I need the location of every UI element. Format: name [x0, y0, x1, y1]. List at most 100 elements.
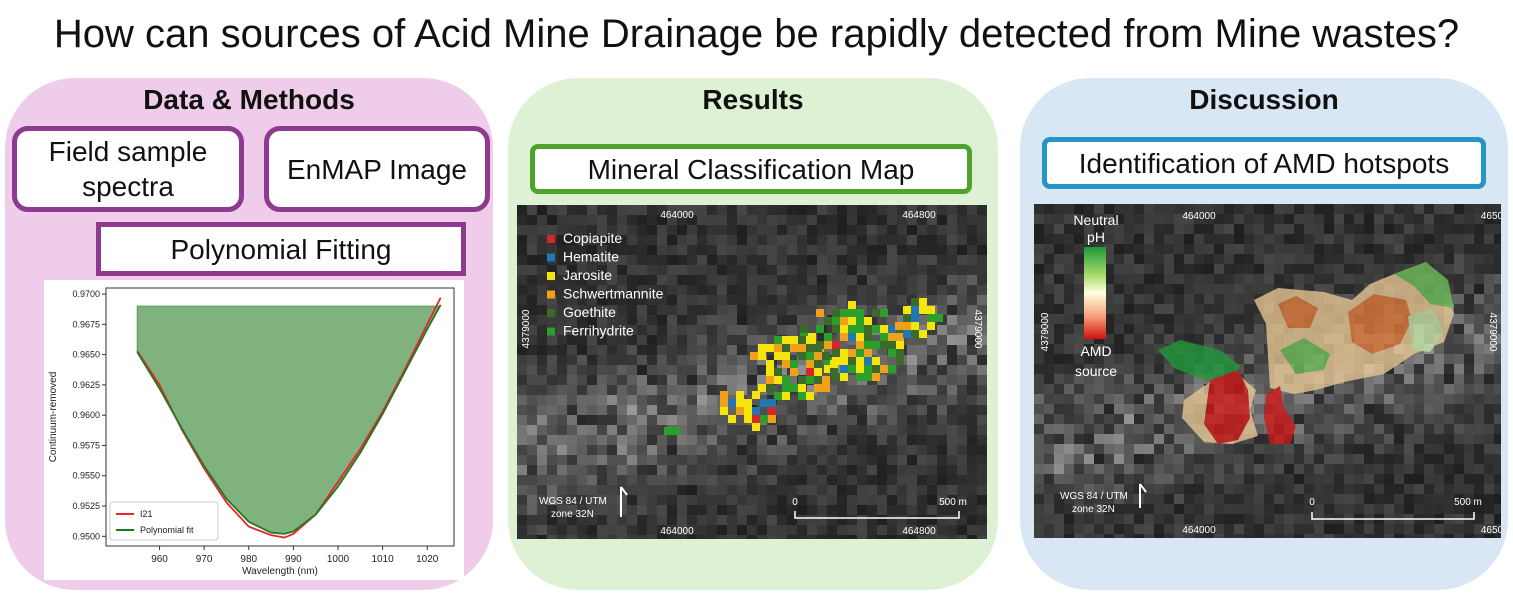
mineral-pixel [774, 368, 782, 376]
mineral-pixel [798, 336, 806, 344]
mineral-pixel [848, 357, 856, 365]
x-tick-label: 990 [285, 554, 302, 565]
mineral-pixel [720, 399, 728, 407]
mineral-pixel [903, 330, 911, 338]
north-arrow-icon [620, 486, 628, 517]
y-tick-label: 0.9675 [72, 319, 100, 329]
page-title: How can sources of Acid Mine Drainage be… [53, 12, 1460, 56]
legend-label: I21 [140, 509, 153, 519]
mineral-pixel [766, 368, 774, 376]
mineral-pixel [919, 330, 927, 338]
mineral-pixel [903, 306, 911, 314]
mineral-pixel [848, 365, 856, 373]
mineral-map: Copiapite Hematite Jarosite Schwertmannite G… [517, 205, 987, 545]
legend-label-schwertmannite: Schwertmannite [563, 286, 664, 302]
mineral-pixel [766, 384, 774, 392]
crs-line-2: zone 32N [551, 509, 594, 520]
mineral-pixel [758, 352, 766, 360]
mineral-pixel [896, 341, 904, 349]
side-tick-left: 4379000 [1040, 312, 1051, 351]
mineral-pixel [911, 330, 919, 338]
y-axis-label: Continuum-removed [48, 372, 59, 463]
mineral-pixel [768, 415, 776, 423]
scale-start: 0 [792, 497, 798, 508]
mineral-pixel [824, 357, 832, 365]
side-tick-left: 4379000 [521, 309, 532, 348]
mineral-pixel [782, 336, 790, 344]
mineral-pixel [888, 325, 896, 333]
legend-label: Polynomial fit [140, 525, 194, 535]
mineral-pixel [774, 376, 782, 384]
mineral-pixel [752, 415, 760, 423]
mineral-pixel [814, 376, 822, 384]
amd-hotspots-box: Identification of AMD hotspots [1042, 137, 1486, 189]
mineral-map-svg: Copiapite Hematite Jarosite Schwertmannite G… [517, 205, 987, 545]
mineral-pixel [880, 309, 888, 317]
x-tick-label: 1010 [371, 554, 394, 565]
mineral-pixel [752, 423, 760, 431]
mineral-pixel [864, 317, 872, 325]
mineral-pixel [848, 349, 856, 357]
mineral-pixel [856, 373, 864, 381]
scale-end: 500 m [939, 497, 967, 508]
mineral-pixel [903, 322, 911, 330]
mineral-pixel [744, 399, 752, 407]
mineral-pixel [768, 407, 776, 415]
mineral-pixel [798, 352, 806, 360]
mineral-pixel [872, 341, 880, 349]
y-tick-label: 0.9600 [72, 410, 100, 420]
spectra-chart-svg: 960 970 980 990 1000 1010 1020 0.9500 0.9525 0.95… [48, 287, 455, 577]
legend-label-goethite: Goethite [563, 304, 616, 320]
mineral-pixel [864, 333, 872, 341]
methods-heading: Data & Methods [143, 84, 355, 115]
mineral-pixel [832, 341, 840, 349]
mineral-pixel [872, 357, 880, 365]
mineral-pixel [880, 325, 888, 333]
mineral-pixel [856, 341, 864, 349]
mineral-pixel [720, 391, 728, 399]
neutral-zone-polygon [1408, 308, 1444, 352]
mineral-classification-map-box: Mineral Classification Map [530, 144, 972, 194]
field-sample-spectra-box: Field sample spectra [12, 126, 244, 212]
mineral-pixel [790, 368, 798, 376]
mineral-pixel [736, 391, 744, 399]
polynomial-fitting-box: Polynomial Fitting [96, 222, 466, 276]
fill-area [136, 304, 442, 535]
mineral-pixel [864, 365, 872, 373]
mineral-pixel [848, 333, 856, 341]
mineral-pixel [728, 415, 736, 423]
mineral-pixel [848, 325, 856, 333]
mineral-pixel [880, 365, 888, 373]
y-tick-label: 0.9625 [72, 380, 100, 390]
mineral-pixel [856, 357, 864, 365]
legend-swatch-schwertmannite [547, 290, 555, 299]
mineral-pixel [766, 360, 774, 368]
mineral-pixel [752, 407, 760, 415]
y-tick-label: 0.9525 [72, 501, 100, 511]
mineral-pixel [872, 373, 880, 381]
x-tick-label: 960 [151, 554, 168, 565]
hotspot-polygons [1158, 262, 1454, 444]
ph-colorbar [1084, 247, 1106, 339]
mineral-pixel [798, 344, 806, 352]
mineral-pixel [830, 360, 838, 368]
mineral-pixel [806, 376, 814, 384]
mineral-pixel [872, 325, 880, 333]
mineral-pixel [927, 306, 935, 314]
mineral-pixel [758, 384, 766, 392]
mineral-pixel [736, 407, 744, 415]
top-tick-2: 4650 [1481, 211, 1501, 222]
mineral-pixel [800, 325, 808, 333]
legend-label-ferrihydrite: Ferrihydrite [563, 323, 634, 339]
mineral-pixel [744, 415, 752, 423]
mineral-pixel [927, 314, 935, 322]
legend-label-jarosite: Jarosite [563, 267, 612, 283]
scale-start: 0 [1309, 497, 1315, 508]
mineral-pixel [927, 322, 935, 330]
mineral-pixel [736, 399, 744, 407]
y-tick-label: 0.9575 [72, 440, 100, 450]
x-axis-label: Wavelength (nm) [242, 566, 318, 577]
series-line-2 [136, 304, 442, 535]
mineral-pixel [672, 427, 680, 435]
spectra-plot: 960 970 980 990 1000 1010 1020 0.9500 0.9525 0.95… [44, 280, 464, 580]
